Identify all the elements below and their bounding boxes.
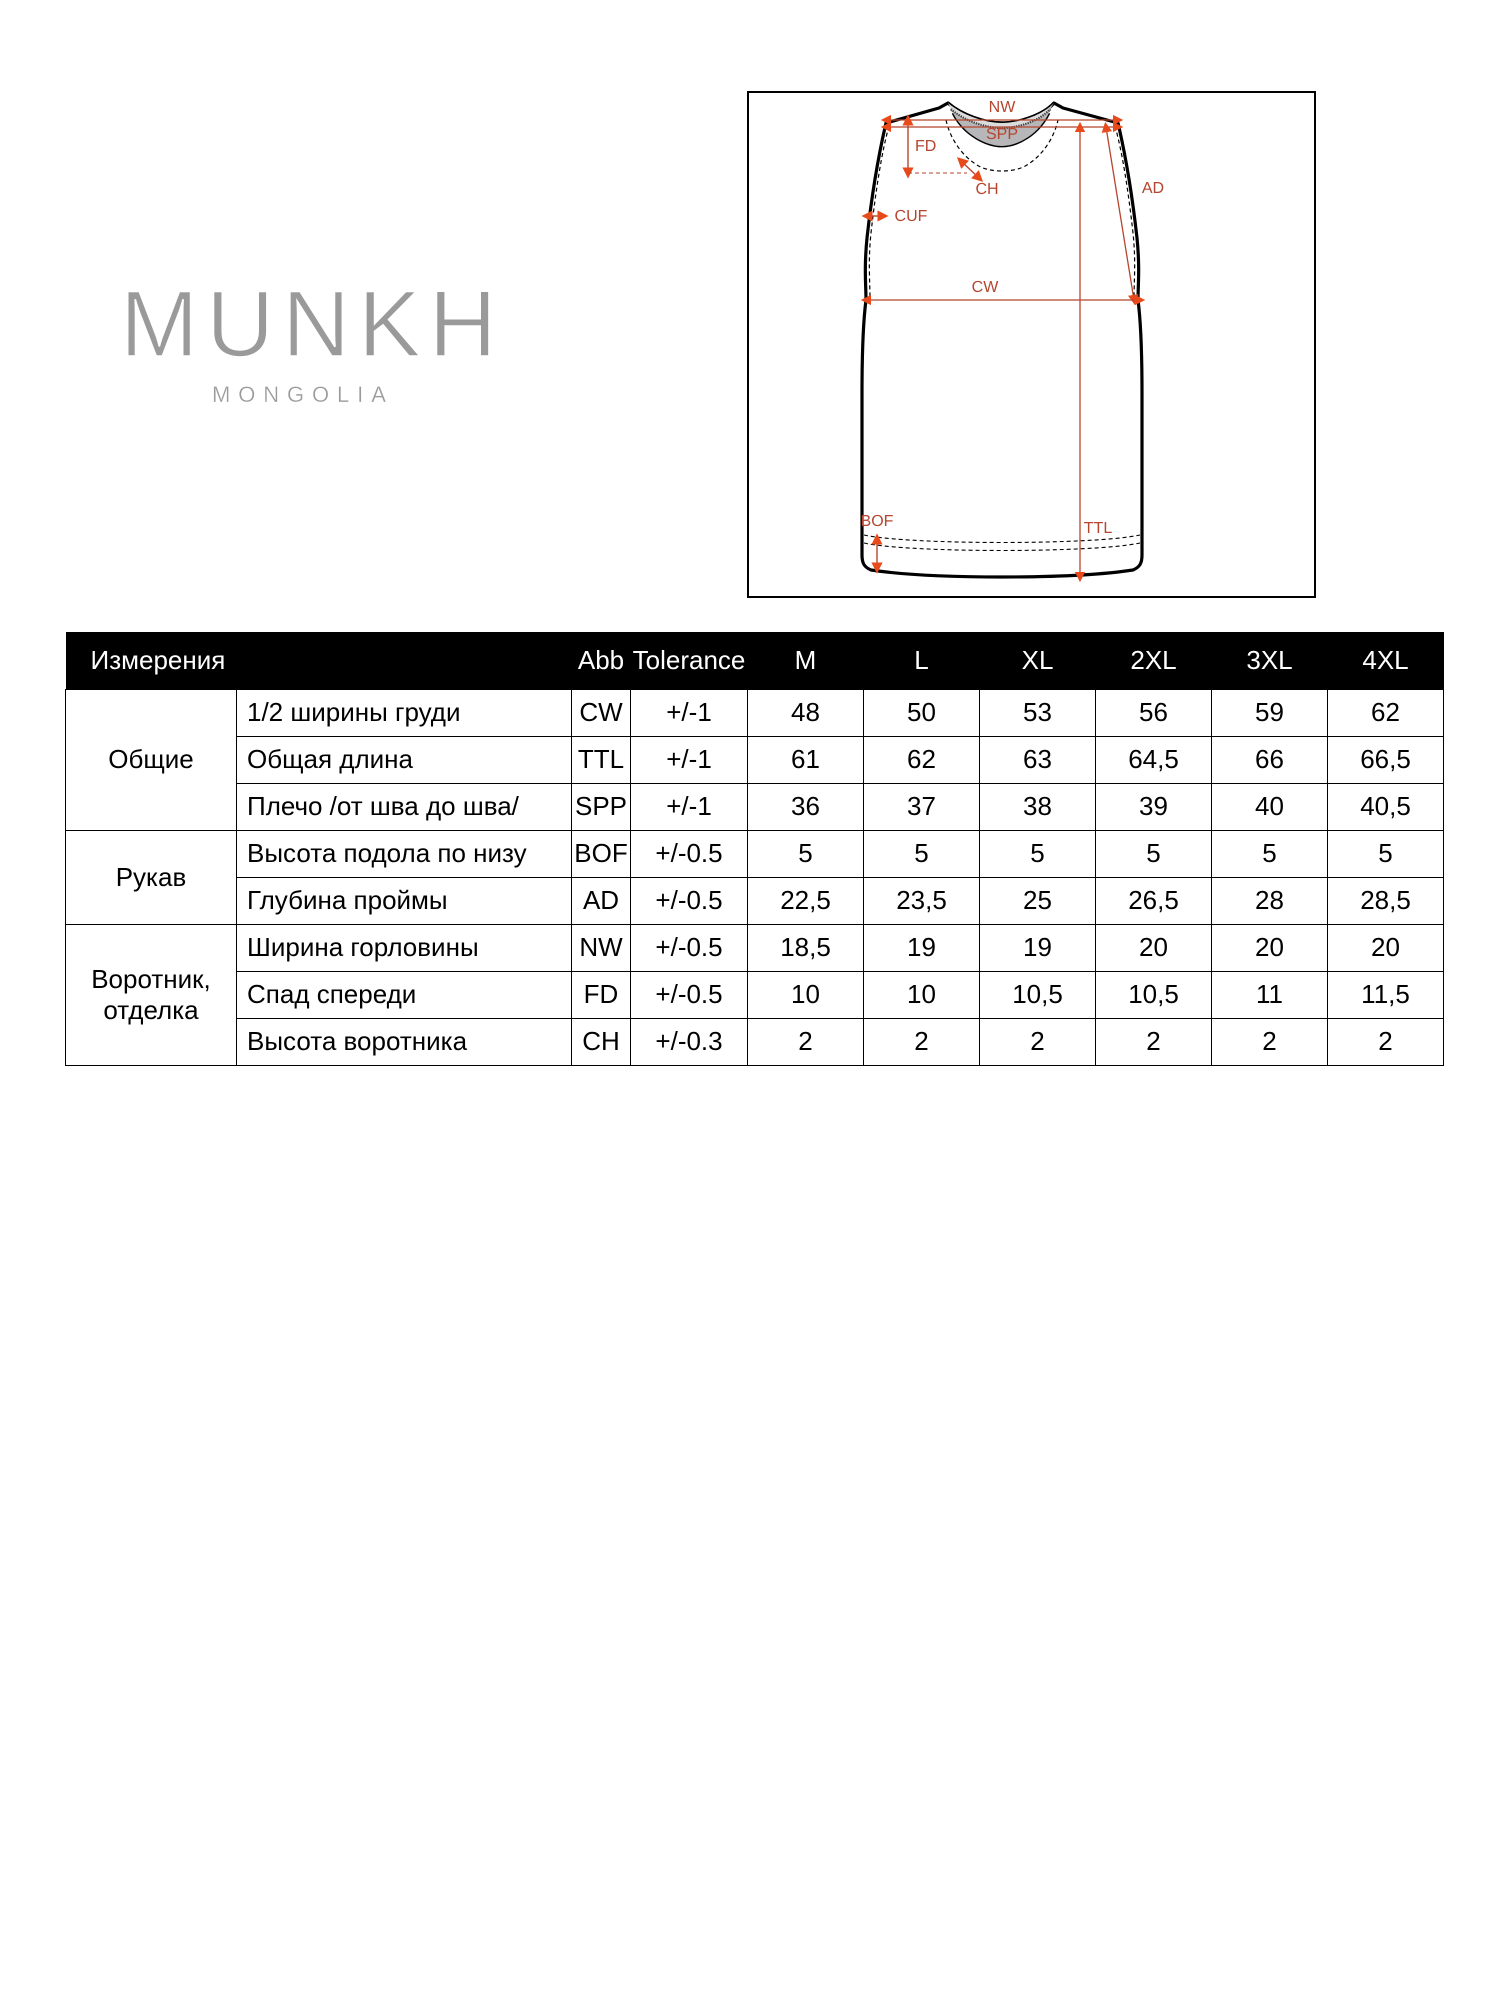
svg-text:CH: CH [975, 181, 998, 198]
svg-text:CW: CW [972, 279, 1000, 296]
svg-text:MONGOLIA: MONGOLIA [212, 382, 394, 407]
svg-text:SPP: SPP [986, 126, 1018, 143]
svg-text:NW: NW [989, 99, 1017, 116]
svg-text:CUF: CUF [895, 208, 928, 225]
svg-text:AD: AD [1142, 180, 1164, 197]
svg-text:BOF: BOF [861, 513, 894, 530]
svg-text:TTL: TTL [1084, 520, 1113, 537]
svg-text:FD: FD [915, 138, 936, 155]
svg-text:MUNKH: MUNKH [120, 280, 505, 376]
